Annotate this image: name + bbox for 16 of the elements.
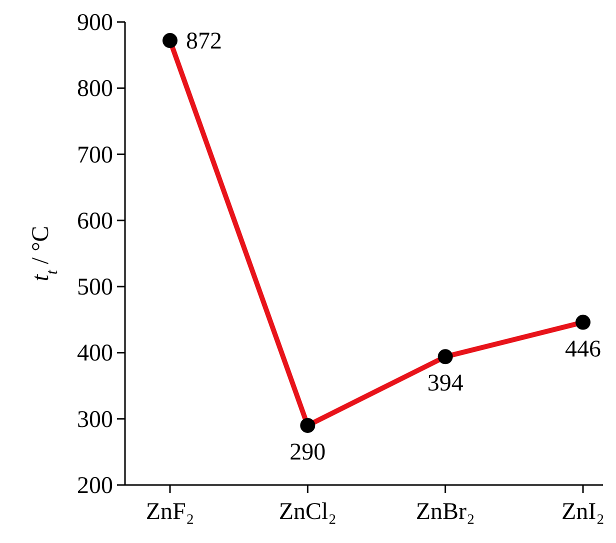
y-tick-label: 300: [77, 406, 113, 433]
y-tick-label: 200: [77, 473, 113, 499]
x-tick-label: ZnF₂: [146, 499, 194, 525]
y-tick-label: 400: [77, 340, 113, 367]
data-label: 394: [427, 370, 464, 397]
y-tick-label: 900: [77, 10, 113, 36]
x-tick-label: ZnI₂: [561, 499, 605, 525]
y-tick-label: 700: [77, 142, 113, 168]
y-tick-label: 800: [77, 76, 113, 102]
x-tick-label: ZnBr₂: [416, 499, 475, 525]
y-tick-label: 500: [77, 274, 113, 301]
data-label: 290: [290, 439, 326, 466]
x-tick-label: ZnCl₂: [278, 499, 337, 525]
data-label: 446: [565, 336, 601, 362]
y-tick-label: 600: [77, 208, 113, 234]
data-label: 872: [186, 28, 222, 55]
